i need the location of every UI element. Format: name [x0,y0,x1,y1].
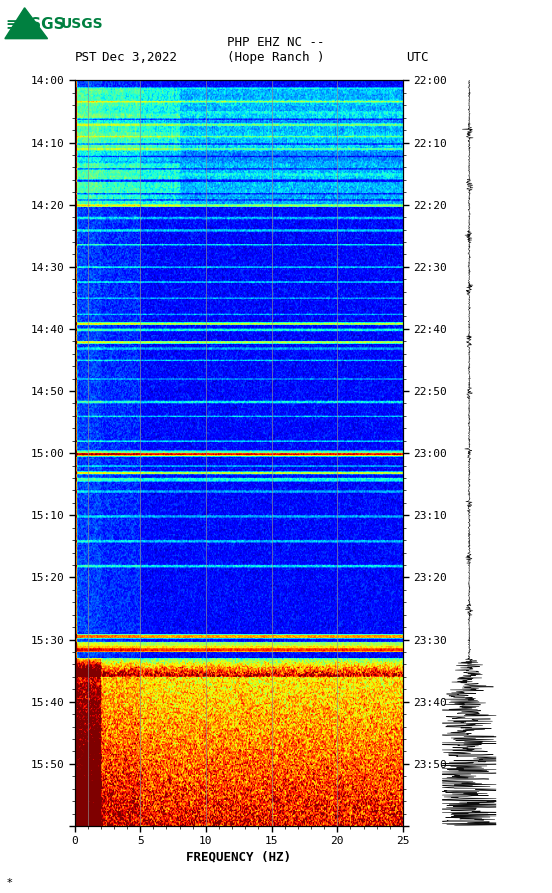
X-axis label: FREQUENCY (HZ): FREQUENCY (HZ) [186,851,291,864]
Text: $*$: $*$ [6,876,13,886]
Text: Dec 3,2022: Dec 3,2022 [102,51,177,64]
Text: PST: PST [75,51,97,64]
Polygon shape [5,8,47,38]
Text: (Hope Ranch ): (Hope Ranch ) [227,51,325,64]
Text: PHP EHZ NC --: PHP EHZ NC -- [227,36,325,49]
Text: UTC: UTC [406,51,428,64]
Text: ≡USGS: ≡USGS [5,17,65,31]
Text: USGS: USGS [61,17,103,31]
